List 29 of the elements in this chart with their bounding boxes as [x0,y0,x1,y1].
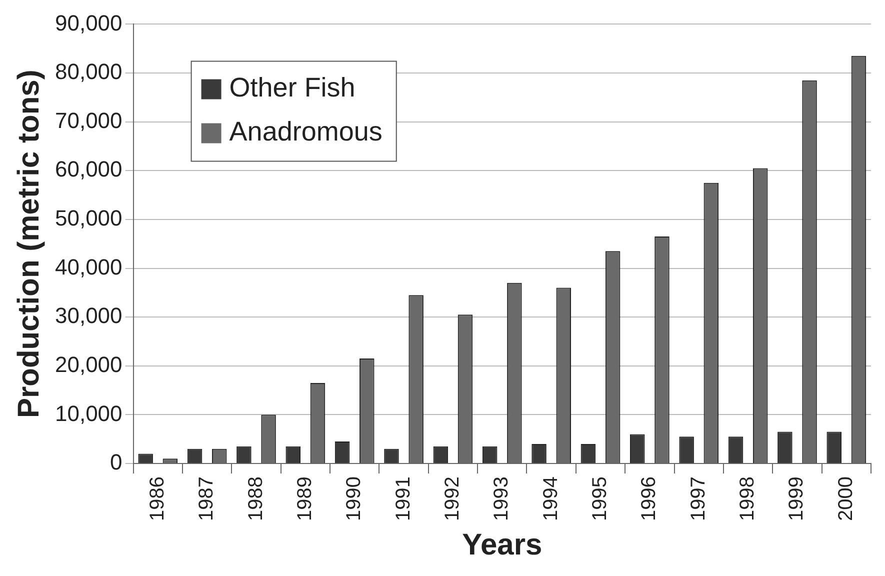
x-tick-label: 1989 [294,476,316,522]
x-tick-label: 1998 [736,476,759,522]
x-tick-label: 1986 [146,476,168,522]
y-tick-label: 90,000 [54,10,122,36]
x-tick-label: 1992 [441,476,464,522]
x-tick-label: 1988 [244,476,267,522]
y-tick-label: 50,000 [54,206,122,231]
x-tick-label: 1994 [540,476,562,522]
y-axis-title: Production (metric tons) [12,70,46,418]
x-tick-label: 2000 [834,476,857,522]
y-tick-label: 10,000 [54,400,122,426]
legend-label: Anadromous [229,116,382,147]
x-axis-title: Years [462,528,542,562]
x-tick-label: 1987 [196,476,218,522]
y-tick-label: 80,000 [54,59,122,84]
x-tick-label: 1990 [343,476,366,522]
y-tick-label: 30,000 [54,303,122,328]
y-tick-label: 40,000 [54,254,122,280]
x-tick-label: 1993 [490,476,513,522]
y-tick-label: 0 [110,450,122,475]
y-tick-label: 20,000 [54,352,122,377]
legend-label: Other Fish [229,72,356,103]
x-tick-label: 1996 [638,476,660,522]
x-tick-label: 1995 [589,476,612,522]
y-tick-label: 70,000 [54,108,122,133]
x-tick-label: 1991 [392,476,414,522]
x-tick-label: 1997 [687,476,710,522]
y-tick-label: 60,000 [54,156,122,182]
x-tick-label: 1999 [786,476,808,522]
